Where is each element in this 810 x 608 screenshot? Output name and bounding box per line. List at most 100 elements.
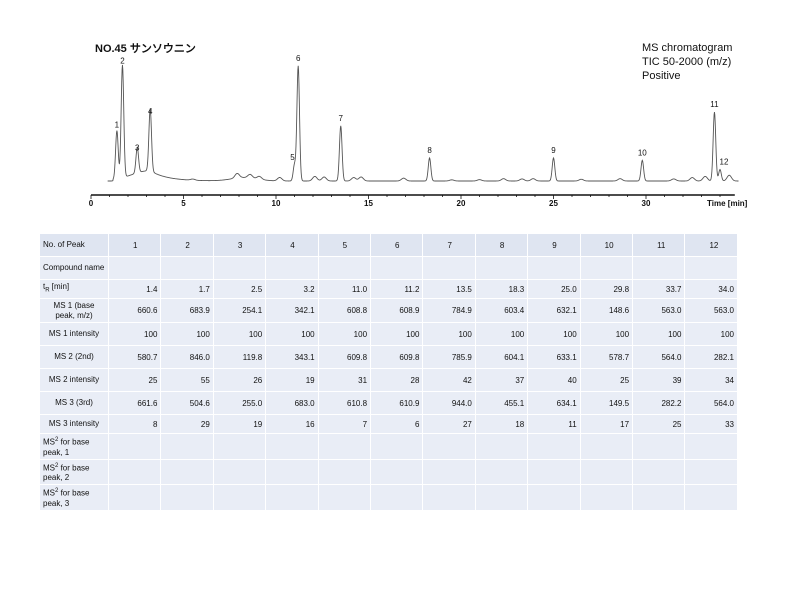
peak-label: 12 (720, 158, 729, 167)
table-row: tR [min] 1.4 1.7 2.5 3.2 11.0 11.2 13.5 18.3 25.0… (40, 280, 737, 298)
table-cell: 17 (580, 415, 633, 433)
table-cell: 55 (161, 369, 213, 391)
table-cell: 39 (633, 369, 685, 391)
table-cell: 608.8 (318, 299, 371, 322)
table-cell: 603.4 (475, 299, 528, 322)
table-cell: 13.5 (423, 280, 475, 298)
table-cell: 11.0 (318, 280, 371, 298)
table-cell: 343.1 (266, 346, 318, 368)
table-cell: 683.0 (266, 392, 318, 414)
table-cell (318, 459, 371, 485)
peak-number: 6 (371, 234, 423, 256)
table-cell: 25 (633, 415, 685, 433)
table-cell: 25 (580, 369, 633, 391)
table-cell: 610.9 (371, 392, 423, 414)
table-cell (528, 485, 580, 510)
peak-label: 6 (296, 54, 301, 63)
table-cell: 27 (423, 415, 475, 433)
table-cell (423, 257, 475, 279)
table-cell: 342.1 (266, 299, 318, 322)
table-cell (685, 257, 737, 279)
peak-number: 9 (528, 234, 580, 256)
table-cell: 578.7 (580, 346, 633, 368)
x-tick-label: 10 (272, 199, 281, 208)
table-cell: 100 (371, 323, 423, 345)
table-cell (685, 485, 737, 510)
table-row: MS 1 intensity 100 100 100 100 100 100 100 100 10… (40, 323, 737, 345)
table-cell: 25.0 (528, 280, 580, 298)
table-cell: 18.3 (475, 280, 528, 298)
table-cell (580, 459, 633, 485)
table-cell: 609.8 (318, 346, 371, 368)
peak-label: 5 (290, 153, 295, 162)
table-cell (318, 257, 371, 279)
table-cell: 604.1 (475, 346, 528, 368)
table-cell (213, 257, 266, 279)
table-row: MS2 for base peak, 3 (40, 485, 737, 510)
table-cell: 609.8 (371, 346, 423, 368)
table-cell: 149.5 (580, 392, 633, 414)
table-cell: 100 (580, 323, 633, 345)
table-cell (371, 434, 423, 459)
peak-label: 1 (115, 121, 120, 130)
table-cell: 1.4 (109, 280, 161, 298)
table-cell: 632.1 (528, 299, 580, 322)
table-cell (213, 485, 266, 510)
table-cell: 33.7 (633, 280, 685, 298)
table-cell: 282.1 (685, 346, 737, 368)
trace-layer (107, 64, 739, 182)
chromatogram-trace (107, 64, 739, 182)
table-cell: 944.0 (423, 392, 475, 414)
table-cell (161, 434, 213, 459)
peak-label: 2 (120, 56, 125, 65)
table-cell (475, 257, 528, 279)
table-cell: 119.8 (213, 346, 266, 368)
table-cell: 660.6 (109, 299, 161, 322)
peak-number: 11 (633, 234, 685, 256)
table-cell: 633.1 (528, 346, 580, 368)
x-tick-label: 25 (549, 199, 558, 208)
table-cell: 254.1 (213, 299, 266, 322)
x-axis: 0 5 10 15 20 25 30 Time [min] (89, 194, 748, 208)
peak-table: No. of Peak 1 2 3 4 5 6 7 8 9 10 11 12 C… (39, 233, 738, 511)
table-cell: 504.6 (161, 392, 213, 414)
peak-label: 10 (638, 148, 647, 157)
table-cell (371, 459, 423, 485)
table-cell: 37 (475, 369, 528, 391)
table-cell: 100 (109, 323, 161, 345)
table-cell: 683.9 (161, 299, 213, 322)
table-row: MS 3 (3rd) 661.6 504.6 255.0 683.0 610.8 610.9… (40, 392, 737, 414)
table-cell (475, 459, 528, 485)
row-label: MS2 for base peak, 1 (40, 434, 108, 459)
row-label: MS2 for base peak, 2 (40, 459, 108, 485)
table-cell: 26 (213, 369, 266, 391)
x-tick-label: 0 (89, 199, 94, 208)
header-label: No. of Peak (40, 234, 108, 256)
table-cell (580, 485, 633, 510)
peak-number: 4 (266, 234, 318, 256)
row-label: MS 2 intensity (40, 369, 108, 391)
table-row: MS2 for base peak, 1 (40, 434, 737, 459)
table-cell: 563.0 (685, 299, 737, 322)
table-row: MS 2 (2nd) 580.7 846.0 119.8 343.1 609.8 609.8… (40, 346, 737, 368)
table-cell: 100 (213, 323, 266, 345)
table-cell: 563.0 (633, 299, 685, 322)
table-cell (685, 434, 737, 459)
table-cell (318, 485, 371, 510)
table-cell: 11.2 (371, 280, 423, 298)
table-cell (109, 459, 161, 485)
table-cell: 564.0 (685, 392, 737, 414)
peak-number: 5 (318, 234, 371, 256)
peak-number: 10 (580, 234, 633, 256)
table-cell (528, 434, 580, 459)
peak-label: 7 (339, 114, 344, 123)
table-cell (633, 257, 685, 279)
row-label: tR [min] (40, 280, 108, 298)
table-cell: 100 (685, 323, 737, 345)
table-row: MS 2 intensity 25 55 26 19 31 28 42 37 40 25 39 34 (40, 369, 737, 391)
table-cell: 40 (528, 369, 580, 391)
table-cell: 28 (371, 369, 423, 391)
row-label: MS 1 intensity (40, 323, 108, 345)
